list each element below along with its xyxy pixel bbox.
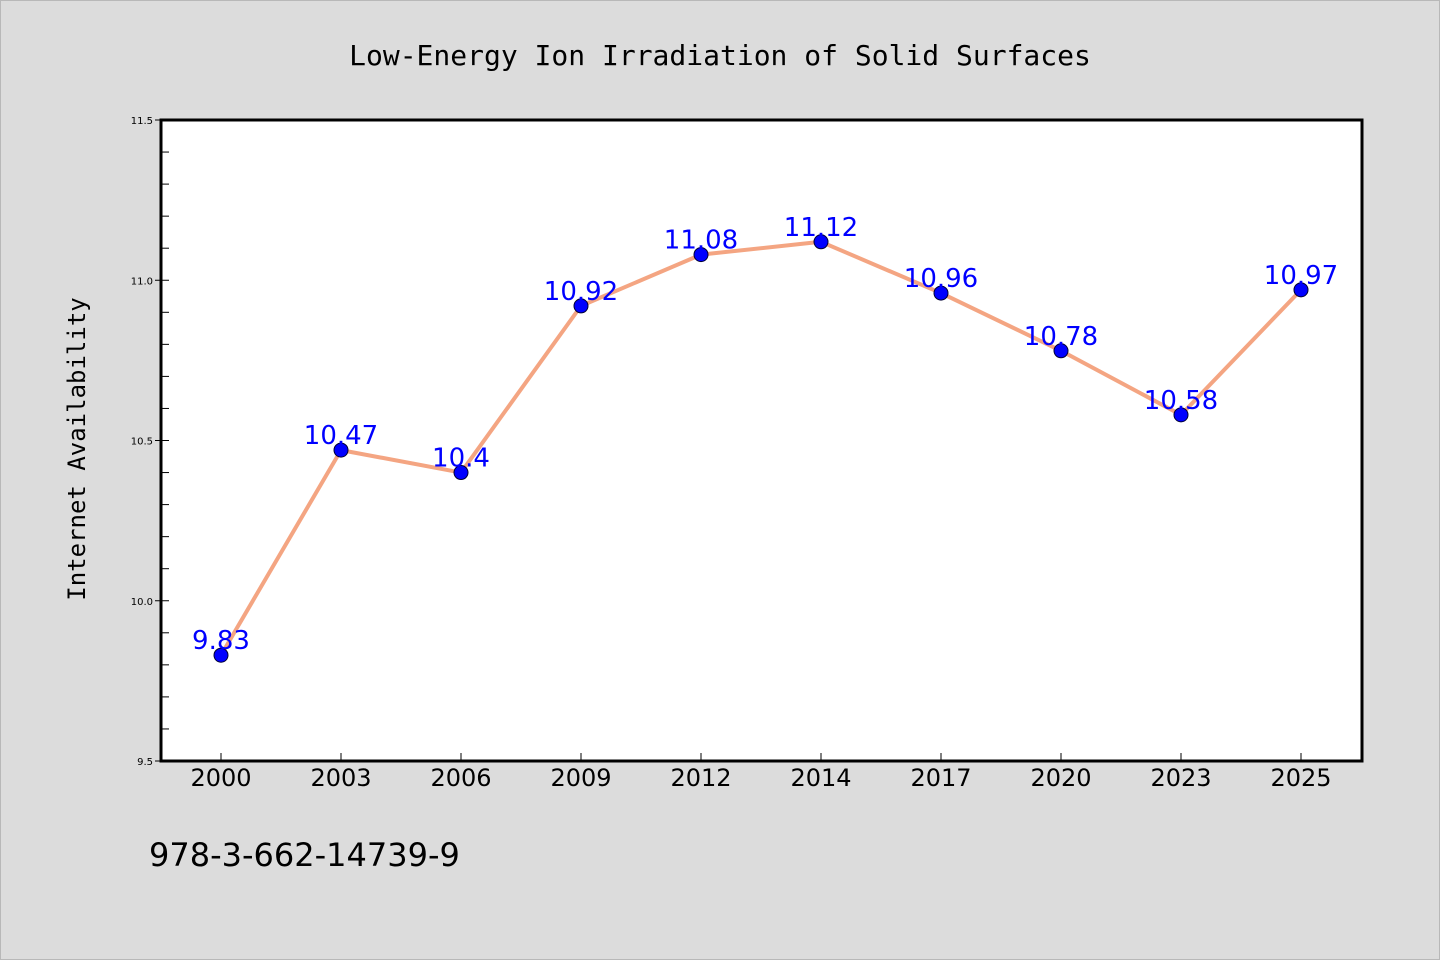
data-markers: [213, 234, 1309, 663]
data-point: [813, 234, 829, 250]
data-label: 10.92: [544, 277, 618, 307]
y-tick-label: 10.5: [131, 437, 153, 448]
data-point: [1293, 282, 1309, 298]
plot-area: [159, 118, 1364, 763]
data-label: 9.83: [192, 626, 250, 656]
y-axis-label: Internet Availability: [63, 297, 91, 600]
y-tick-label: 11.5: [131, 116, 153, 127]
data-label: 10.4: [432, 444, 490, 474]
data-point: [453, 465, 469, 481]
data-point: [1173, 407, 1189, 423]
data-label: 11.08: [664, 226, 738, 256]
data-point: [693, 247, 709, 263]
data-point: [933, 285, 949, 301]
data-label: 11.12: [784, 213, 858, 243]
isbn-text: 978-3-662-14739-9: [149, 836, 460, 874]
data-point: [213, 647, 229, 663]
x-tick-label: 2009: [550, 764, 611, 792]
data-label: 10.58: [1144, 386, 1218, 416]
series-line: [219, 239, 1303, 658]
x-tick-label: 2006: [430, 764, 491, 792]
data-label: 10.97: [1264, 261, 1338, 291]
x-tick-label: 2020: [1030, 764, 1091, 792]
y-axis-ticks: 9.5 10.0 10.5 11.0 11.5: [131, 116, 161, 768]
data-point: [1053, 343, 1069, 359]
x-axis-ticks: 2000 2003 2006 2009 2012 2014 2017 2020 2023 2025: [190, 753, 1332, 792]
data-point: [333, 442, 349, 458]
x-tick-label: 2025: [1270, 764, 1331, 792]
data-point: [573, 298, 589, 314]
x-tick-label: 2012: [670, 764, 731, 792]
x-tick-label: 2000: [190, 764, 251, 792]
data-labels: 9.83 10.47 10.4 10.92 11.08 11.12 10.96 10.78 10…: [192, 213, 1338, 656]
y-tick-label: 11.0: [131, 276, 153, 287]
data-label: 10.78: [1024, 322, 1098, 352]
data-label: 10.47: [304, 421, 378, 451]
x-tick-label: 2003: [310, 764, 371, 792]
data-label: 10.96: [904, 264, 978, 294]
y-tick-label: 9.5: [137, 757, 153, 768]
x-tick-label: 2017: [910, 764, 971, 792]
chart-title: Low-Energy Ion Irradiation of Solid Surf…: [349, 39, 1091, 72]
x-tick-label: 2023: [1150, 764, 1211, 792]
x-tick-label: 2014: [790, 764, 851, 792]
y-minor-ticks: [161, 119, 169, 762]
y-tick-label: 10.0: [131, 597, 153, 608]
